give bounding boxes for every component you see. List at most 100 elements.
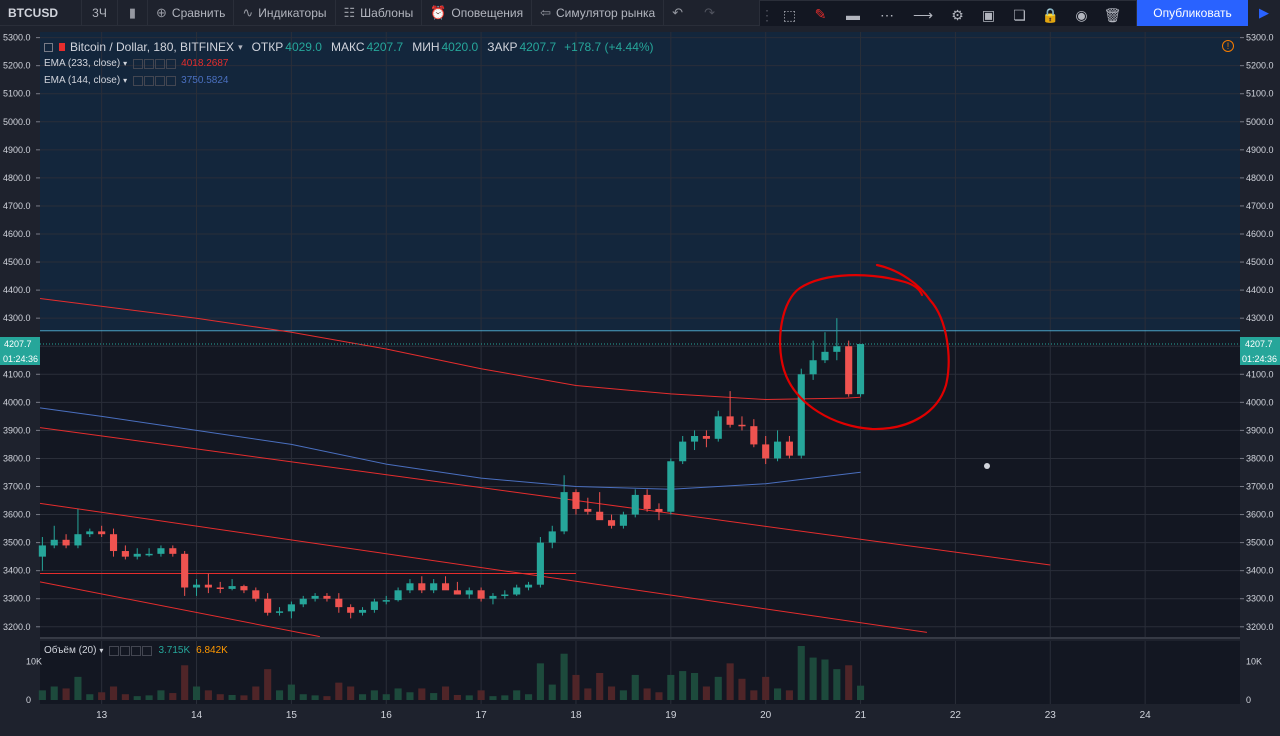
clone-button[interactable]: ❏ [1004,1,1035,29]
play-button[interactable]: ▶ [1248,0,1280,26]
volume-bar [690,673,699,700]
lock-button[interactable]: 🔒 [1035,1,1066,29]
volume-bar [702,686,710,700]
trash-icon: 🗑 [1103,6,1122,23]
collapse-square-icon[interactable] [44,42,53,52]
redo-button[interactable]: ↷ [696,0,728,26]
y-tick-label-right: 3700.0 [1246,482,1274,492]
replay-icon: ⇦ [540,4,551,20]
templates-button[interactable]: ☷ Шаблоны [336,0,423,26]
volume-bar [655,692,663,700]
y-tick-label: 3600.0 [3,510,31,520]
candle-down [109,534,118,552]
price-tag-left-countdown: 01:24:36 [3,354,38,364]
candle-up [157,548,165,554]
line-style-button[interactable]: ⋯ [870,1,904,29]
clone-icon: ❏ [1013,6,1026,23]
volume-bar [38,690,46,700]
open-label: ОТКР [251,40,284,54]
chevron-down-icon[interactable]: ▾ [238,41,243,52]
volume-bar [382,694,390,700]
candle-down [441,583,450,591]
replay-label: Симулятор рынка [556,5,656,20]
y-tick-label: 4000.0 [3,397,31,407]
volume-legend[interactable]: Объём (20) ▾ 3.715K 6.842K [44,645,228,656]
ema-233-line [39,298,861,401]
y-tick-label: 4600.0 [3,229,31,239]
indicator-controls[interactable] [133,58,177,69]
volume-bar [821,659,829,700]
warning-icon[interactable]: ! [1222,40,1234,52]
y-tick-label: 4900.0 [3,145,31,155]
volume-bar [145,695,153,700]
x-tick-label: 21 [855,710,867,721]
volume-bar [50,686,58,700]
arrow-right-icon: ⟶ [912,6,934,23]
volume-bar [785,690,793,700]
ema-233-label: EMA (233, close) [44,58,121,69]
candle-down [98,531,106,535]
volume-bar [157,690,165,700]
publish-button[interactable]: Опубликовать [1137,0,1248,26]
price-chart[interactable]: 3200.0 3300.0 3400.0 3500.0 3600.0 3700.0 3800… [0,26,1280,730]
volume-bar [536,663,544,700]
delete-button[interactable]: 🗑 [1097,1,1128,29]
hand-drawn-circle[interactable] [778,263,950,431]
undo-button[interactable]: ↶ [664,0,696,26]
y-tick-label-right: 4400.0 [1246,285,1274,295]
volume-bar [560,653,568,700]
volume-bars [38,646,865,700]
candle-up [690,436,699,442]
candle-up [513,587,521,595]
candle-up [311,595,319,599]
candles-icon: ▮ [128,4,137,20]
trendline [39,581,320,638]
x-tick-label: 13 [96,710,108,721]
indicator-controls[interactable] [109,645,153,656]
volume-bar [311,695,319,700]
ema-144-label: EMA (144, close) [44,75,121,86]
settings-button[interactable]: ⚙ [942,1,973,29]
select-tool-button[interactable]: ⬚ [774,1,805,29]
volume-bar [596,673,604,700]
candle-down [418,583,426,591]
compare-button[interactable]: ⊕ Сравнить [148,0,235,26]
y-tick-label: 5000.0 [3,117,31,127]
chevron-down-icon[interactable]: ▾ [123,59,128,68]
trendlines[interactable] [39,427,1051,638]
brush-tool-button[interactable]: ✎ [805,1,836,29]
replay-button[interactable]: ⇦ Симулятор рынка [532,0,665,26]
y-tick-label: 5100.0 [3,89,31,99]
candle-down [181,553,189,588]
y-tick-label: 3700.0 [3,482,31,492]
visual-order-button[interactable]: ▣ [973,1,1004,29]
volume-bar [252,686,260,700]
price-tag-right-countdown: 01:24:36 [1242,354,1277,364]
volume-bar [441,686,450,700]
volume-bar [631,674,639,700]
ema-144-legend[interactable]: EMA (144, close) ▾ 3750.5824 [44,72,654,89]
hide-button[interactable]: ◉ [1066,1,1097,29]
line-width-button[interactable]: ▬ [836,1,870,29]
indicator-controls[interactable] [133,75,177,86]
chevron-down-icon[interactable]: ▾ [123,76,128,85]
candle-down [845,346,853,395]
layers-icon: ▣ [981,6,996,23]
line-end-button[interactable]: ⟶ [904,1,942,29]
candle-down [252,590,260,599]
alerts-button[interactable]: ⏰ Оповещения [422,0,533,26]
drag-handle-icon[interactable]: ⋮ [760,6,774,23]
chevron-down-icon[interactable]: ▾ [99,646,104,655]
dashed-rectangle-icon: ⬚ [782,6,797,23]
ema-233-legend[interactable]: EMA (233, close) ▾ 4018.2687 [44,55,654,72]
indicators-button[interactable]: ∿ Индикаторы [234,0,336,26]
interval-button[interactable]: 3Ч [82,0,118,26]
volume-bar [572,674,580,700]
series-title[interactable]: Bitcoin / Dollar, 180, BITFINEX [70,40,235,54]
candles-style-button[interactable]: ▮ [118,0,148,26]
symbol-search[interactable]: BTCUSD [0,0,82,26]
volume-bar [204,690,212,700]
trendline [39,427,1051,566]
volume-bar [548,684,556,700]
candle-down [596,511,604,521]
